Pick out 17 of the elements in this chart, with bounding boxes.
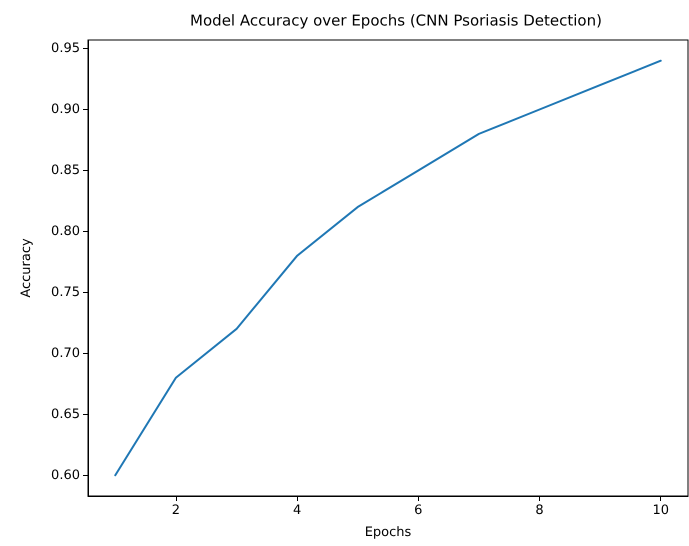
- y-tick-label: 0.70: [51, 346, 80, 361]
- y-tick-label: 0.95: [51, 41, 80, 56]
- x-tick-label: 6: [414, 503, 422, 518]
- y-tick-label: 0.75: [51, 284, 80, 300]
- y-tick-label: 0.85: [51, 162, 80, 178]
- x-tick-label: 8: [535, 503, 544, 518]
- x-tick-label: 10: [652, 503, 669, 518]
- y-tick-label: 0.65: [51, 406, 80, 422]
- x-tick-label: 2: [172, 503, 180, 518]
- y-tick-label: 0.80: [51, 224, 80, 239]
- y-tick-label: 0.60: [51, 468, 80, 483]
- x-axis-title: Epochs: [364, 525, 412, 540]
- line-series: [114, 60, 662, 476]
- y-axis-title: Accuracy: [19, 238, 34, 298]
- chart-title: Model Accuracy over Epochs (CNN Psoriasis Detection): [190, 12, 602, 30]
- y-tick-label: 0.90: [51, 102, 80, 117]
- x-tick-label: 4: [292, 503, 302, 518]
